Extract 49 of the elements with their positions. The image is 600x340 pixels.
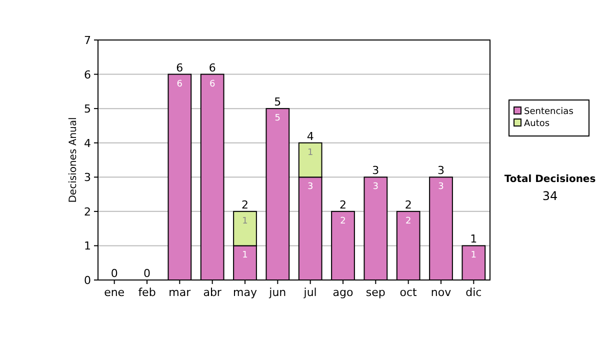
x-tick-label: ago — [332, 286, 354, 299]
x-tick-label: oct — [400, 286, 418, 299]
total-label: 4 — [306, 130, 314, 143]
data-label: 2 — [340, 216, 346, 226]
x-tick-label: feb — [138, 286, 156, 299]
data-label: 2 — [405, 216, 412, 226]
x-tick-label: dic — [466, 286, 482, 299]
total-label: 3 — [438, 164, 444, 178]
total-label: 2 — [242, 198, 248, 212]
total-label: 5 — [274, 96, 282, 109]
total-label: 0 — [144, 267, 150, 280]
data-label: 1 — [242, 250, 248, 261]
y-tick-label: 3 — [84, 171, 91, 184]
y-tick-label: 7 — [84, 34, 91, 47]
y-tick-label: 2 — [84, 205, 91, 218]
y-tick-label: 6 — [84, 68, 91, 82]
total-label: 1 — [470, 232, 478, 246]
total-label: 6 — [208, 61, 216, 74]
total-label: 0 — [110, 267, 118, 280]
y-tick-label: 0 — [84, 274, 91, 287]
data-label: 3 — [372, 182, 379, 192]
data-label: 6 — [176, 79, 183, 90]
data-label: 5 — [274, 114, 281, 124]
data-label: 1 — [307, 148, 314, 158]
text: Total Decisiones — [504, 174, 596, 185]
data-label: 1 — [242, 216, 248, 226]
x-tick-label: nov — [430, 286, 452, 299]
data-label: 3 — [307, 182, 314, 192]
total-label: 2 — [340, 198, 346, 212]
x-tick-label: sep — [366, 286, 386, 299]
text: 34 — [542, 189, 558, 203]
y-axis-title: Decisiones Anual — [68, 117, 79, 203]
data-label: 3 — [438, 182, 444, 192]
x-tick-label: may — [233, 286, 258, 299]
legend-label: Autos — [524, 119, 550, 129]
x-tick-label: jul — [302, 286, 317, 299]
x-tick-label: abr — [203, 286, 222, 299]
x-tick-label: ene — [104, 286, 125, 299]
data-label: 1 — [470, 250, 477, 261]
total-label: 2 — [404, 198, 412, 212]
x-tick-label: mar — [168, 286, 192, 299]
total-label: 6 — [176, 61, 184, 74]
legend-label: Sentencias — [524, 107, 574, 117]
y-tick-label: 1 — [84, 240, 91, 253]
x-tick-label: jun — [268, 286, 286, 299]
y-tick-label: 4 — [84, 136, 91, 150]
y-tick-label: 5 — [84, 102, 91, 116]
total-label: 3 — [372, 164, 380, 178]
data-label: 6 — [209, 79, 216, 90]
